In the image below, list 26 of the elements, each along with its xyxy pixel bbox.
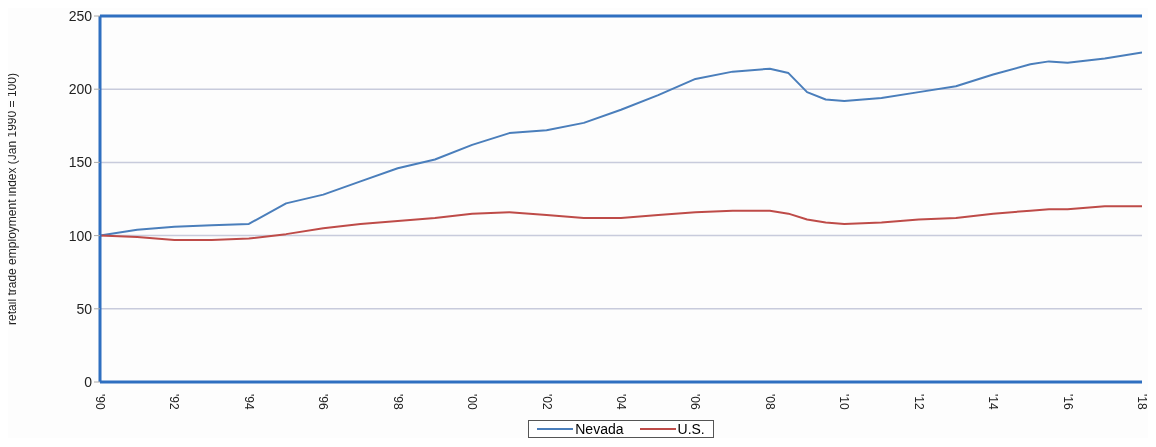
x-tick-label: '98: [390, 394, 405, 410]
x-tick-label: '08: [762, 394, 777, 410]
legend-label: U.S.: [676, 421, 705, 437]
line-series: [100, 51, 1142, 237]
x-tick-label: '10: [837, 394, 852, 410]
x-tick-label: '12: [911, 394, 926, 410]
x-tick-label: '16: [1060, 394, 1075, 410]
legend-label: Nevada: [574, 421, 624, 437]
x-tick-label: '06: [688, 394, 703, 410]
x-tick-label: '94: [241, 394, 256, 410]
x-tick-label: '96: [316, 394, 331, 410]
x-tick-label: '02: [539, 394, 554, 410]
y-tick-label: 100: [68, 227, 93, 244]
y-tick-label: 150: [68, 154, 93, 171]
x-tick-label: '00: [465, 394, 480, 410]
y-tick-label: 200: [68, 81, 93, 98]
x-tick-label: '18: [1135, 394, 1149, 410]
y-tick-label: 250: [68, 7, 93, 24]
x-tick-label: '90: [93, 394, 107, 410]
line-series: [100, 205, 1142, 241]
y-tick-label: 0: [84, 373, 93, 390]
y-tick-label: 50: [76, 300, 93, 317]
x-tick-label: '14: [986, 394, 1001, 410]
x-tick-label: '04: [614, 394, 628, 410]
y-axis-title: retail trade employment index (Jan 1990 = 100): [5, 73, 20, 325]
x-tick-label: '92: [167, 394, 182, 410]
